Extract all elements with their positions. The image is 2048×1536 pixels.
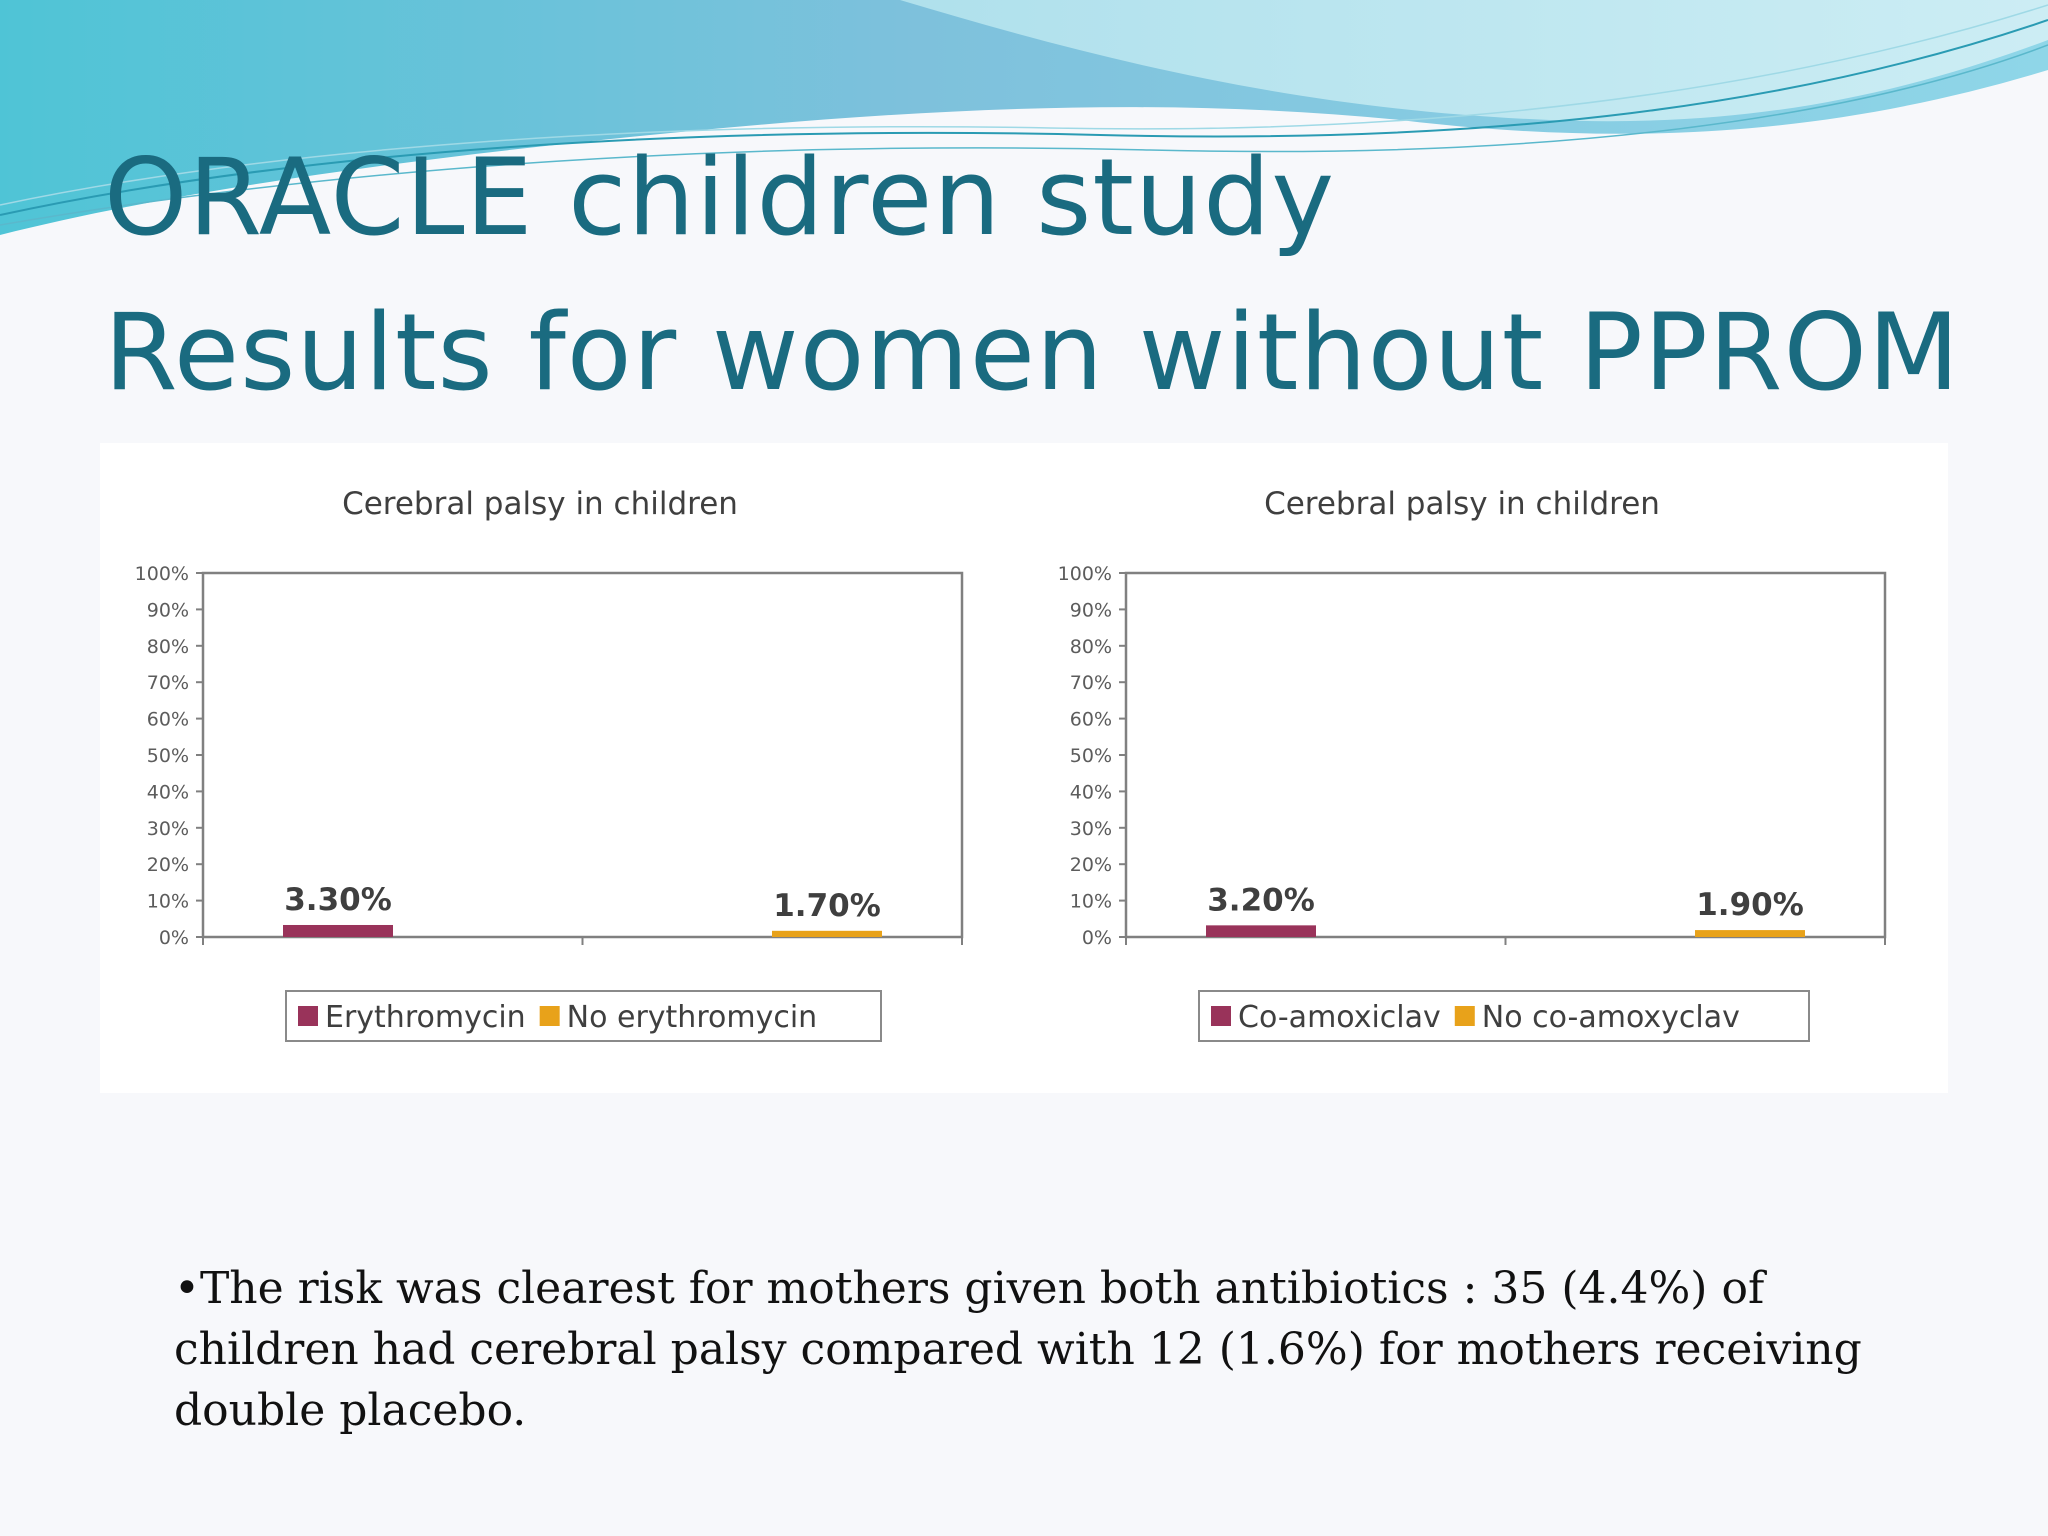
legend-swatch — [1211, 1006, 1231, 1026]
data-label: 3.30% — [284, 882, 392, 918]
slide-title: ORACLE children study Results for women … — [104, 120, 1960, 430]
data-label: 3.20% — [1207, 882, 1315, 918]
charts-svg: Cerebral palsy in children 0% 10% 20% 30% 40%… — [135, 486, 1887, 1042]
plot-area — [1124, 571, 1887, 939]
legend-swatch — [539, 1006, 560, 1026]
y-tick-label: 70% — [147, 672, 189, 694]
y-tick-label: 0% — [1082, 927, 1112, 949]
legend-label: No co-amoxyclav — [1482, 1000, 1740, 1035]
y-tick-label: 80% — [1070, 636, 1112, 658]
plot-area — [201, 571, 964, 939]
y-tick-label: 100% — [1058, 563, 1112, 585]
legend-label: Co-amoxiclav — [1238, 1000, 1441, 1035]
y-tick-label: 80% — [147, 636, 189, 658]
y-tick-label: 50% — [147, 745, 189, 767]
chart-title: Cerebral palsy in children — [1264, 486, 1660, 522]
legend-box — [285, 990, 882, 1042]
y-tick-label: 30% — [1070, 818, 1112, 840]
bar-no-erythromycin — [772, 930, 882, 937]
chart-title: Cerebral palsy in children — [342, 486, 738, 522]
y-tick-label: 60% — [1070, 709, 1112, 731]
y-tick-label: 40% — [1070, 781, 1112, 803]
data-label: 1.70% — [773, 888, 881, 924]
bar-erythromycin — [283, 924, 393, 937]
y-tick-label: 60% — [147, 709, 189, 731]
chart-legend: Co-amoxiclav No co-amoxyclav — [1198, 990, 1810, 1042]
y-tick-label: 90% — [1070, 599, 1112, 621]
chart-legend: Erythromycin No erythromycin — [285, 990, 882, 1042]
bullet-point: •The risk was clearest for mothers given… — [174, 1263, 1862, 1436]
data-label: 1.90% — [1696, 887, 1804, 923]
y-tick-label: 40% — [147, 781, 189, 803]
chart-2: Cerebral palsy in children 0% 10% 20% 30% 40%… — [1058, 486, 1887, 1042]
title-line-2: Results for women without PPROM — [104, 291, 1961, 414]
legend-swatch — [1454, 1006, 1475, 1026]
y-tick-label: 100% — [135, 563, 189, 585]
legend-box — [1198, 990, 1810, 1042]
charts-panel: Cerebral palsy in children 0% 10% 20% 30% 40%… — [100, 443, 1948, 1093]
legend-label: Erythromycin — [325, 1000, 526, 1035]
bar-co-amoxiclav — [1206, 925, 1316, 937]
y-tick-label: 20% — [147, 854, 189, 876]
y-tick-label: 20% — [1070, 854, 1112, 876]
y-tick-label: 90% — [147, 599, 189, 621]
y-tick-label: 0% — [159, 927, 189, 949]
legend-label: No erythromycin — [567, 1000, 818, 1035]
title-line-1: ORACLE children study — [104, 136, 1336, 259]
header-wave-decoration — [0, 0, 2048, 235]
chart-1: Cerebral palsy in children 0% 10% 20% 30% 40%… — [135, 486, 964, 1042]
bar-no-co-amoxyclav — [1695, 930, 1805, 937]
y-tick-label: 10% — [1070, 891, 1112, 913]
legend-swatch — [298, 1006, 318, 1026]
y-tick-label: 50% — [1070, 745, 1112, 767]
y-tick-label: 70% — [1070, 672, 1112, 694]
y-tick-label: 30% — [147, 818, 189, 840]
y-tick-label: 10% — [147, 891, 189, 913]
